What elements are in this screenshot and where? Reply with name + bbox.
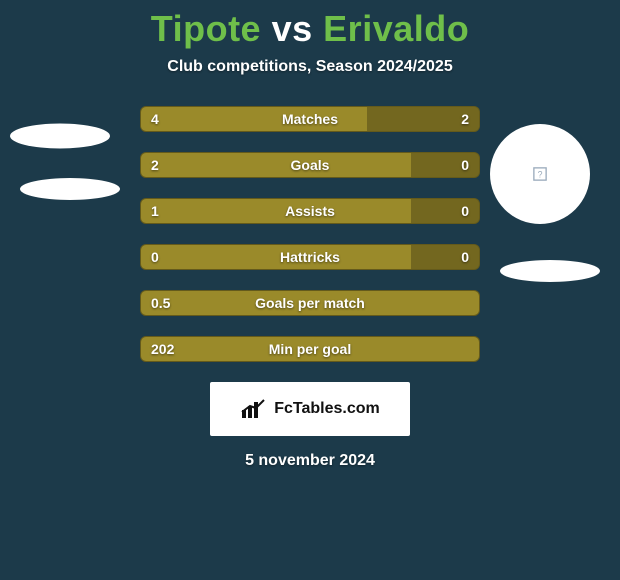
stat-right-value: 0 <box>461 245 469 269</box>
stat-label: Assists <box>141 199 479 223</box>
title-left: Tipote <box>151 8 261 49</box>
stat-row: 1Assists0 <box>140 198 480 224</box>
avatar-right-shadow <box>500 260 600 282</box>
title-right: Erivaldo <box>323 8 469 49</box>
stat-row: 0Hattricks0 <box>140 244 480 270</box>
avatar-left <box>10 124 110 149</box>
date: 5 november 2024 <box>0 452 620 470</box>
svg-text:?: ? <box>538 170 543 180</box>
infographic: Tipote vs Erivaldo Club competitions, Se… <box>0 0 620 470</box>
stat-label: Matches <box>141 107 479 131</box>
stat-right-value: 0 <box>461 153 469 177</box>
avatar-placeholder-icon: ? <box>533 167 547 181</box>
stat-label: Goals <box>141 153 479 177</box>
watermark-text: FcTables.com <box>274 400 380 418</box>
watermark: FcTables.com <box>210 382 410 436</box>
stat-row: 0.5Goals per match <box>140 290 480 316</box>
stat-rows: 4Matches22Goals01Assists00Hattricks00.5G… <box>140 106 480 362</box>
stat-label: Hattricks <box>141 245 479 269</box>
stat-label: Goals per match <box>141 291 479 315</box>
avatar-left-shadow <box>20 178 120 200</box>
page-title: Tipote vs Erivaldo <box>0 0 620 50</box>
bar-chart-icon <box>240 398 268 420</box>
stat-right-value: 0 <box>461 199 469 223</box>
stat-row: 202Min per goal <box>140 336 480 362</box>
stat-row: 2Goals0 <box>140 152 480 178</box>
stat-row: 4Matches2 <box>140 106 480 132</box>
stat-label: Min per goal <box>141 337 479 361</box>
avatar-right: ? <box>490 124 590 224</box>
subtitle: Club competitions, Season 2024/2025 <box>0 58 620 76</box>
title-vs: vs <box>272 8 313 49</box>
stat-right-value: 2 <box>461 107 469 131</box>
